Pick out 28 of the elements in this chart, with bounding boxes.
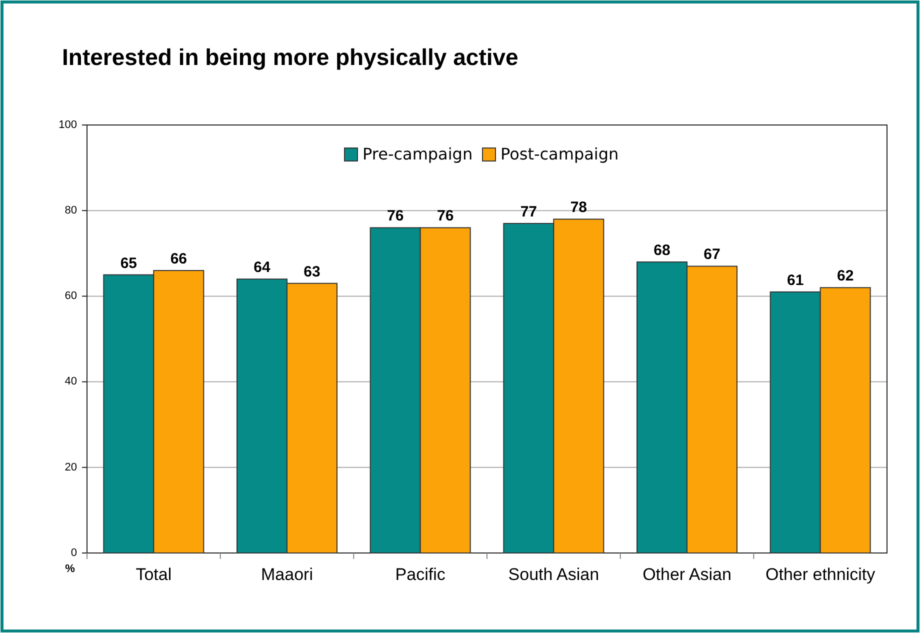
x-tick-label: South Asian <box>508 565 600 584</box>
data-label: 78 <box>570 199 588 216</box>
x-tick-label: Other Asian <box>642 565 732 584</box>
x-tick-label: Maaori <box>261 565 313 584</box>
y-axis-title: % <box>65 563 76 575</box>
chart-title: Interested in being more physically active <box>62 44 518 70</box>
data-label: 64 <box>254 259 271 276</box>
x-tick-label: Total <box>136 565 172 584</box>
data-label: 61 <box>786 272 804 289</box>
y-tick-label: 0 <box>70 546 77 559</box>
x-tick-label: Other ethnicity <box>766 565 876 584</box>
data-label: 76 <box>436 208 454 225</box>
data-label: 66 <box>170 250 188 268</box>
legend-label: Post-campaign <box>500 144 619 164</box>
data-label: 63 <box>304 263 320 280</box>
data-label: 77 <box>520 203 538 220</box>
data-label: 67 <box>704 246 720 264</box>
data-label: 62 <box>836 268 854 285</box>
data-label: 65 <box>120 254 138 272</box>
y-tick-label: 80 <box>64 204 77 217</box>
y-tick-label: 100 <box>58 118 77 131</box>
y-tick-label: 40 <box>64 376 77 388</box>
x-tick-label: Pacific <box>395 565 446 584</box>
data-label: 68 <box>654 242 670 259</box>
y-tick-label: 20 <box>64 461 77 474</box>
y-tick-label: 60 <box>64 290 77 302</box>
data-label: 76 <box>386 208 404 225</box>
legend-label: Pre-campaign <box>362 144 473 164</box>
